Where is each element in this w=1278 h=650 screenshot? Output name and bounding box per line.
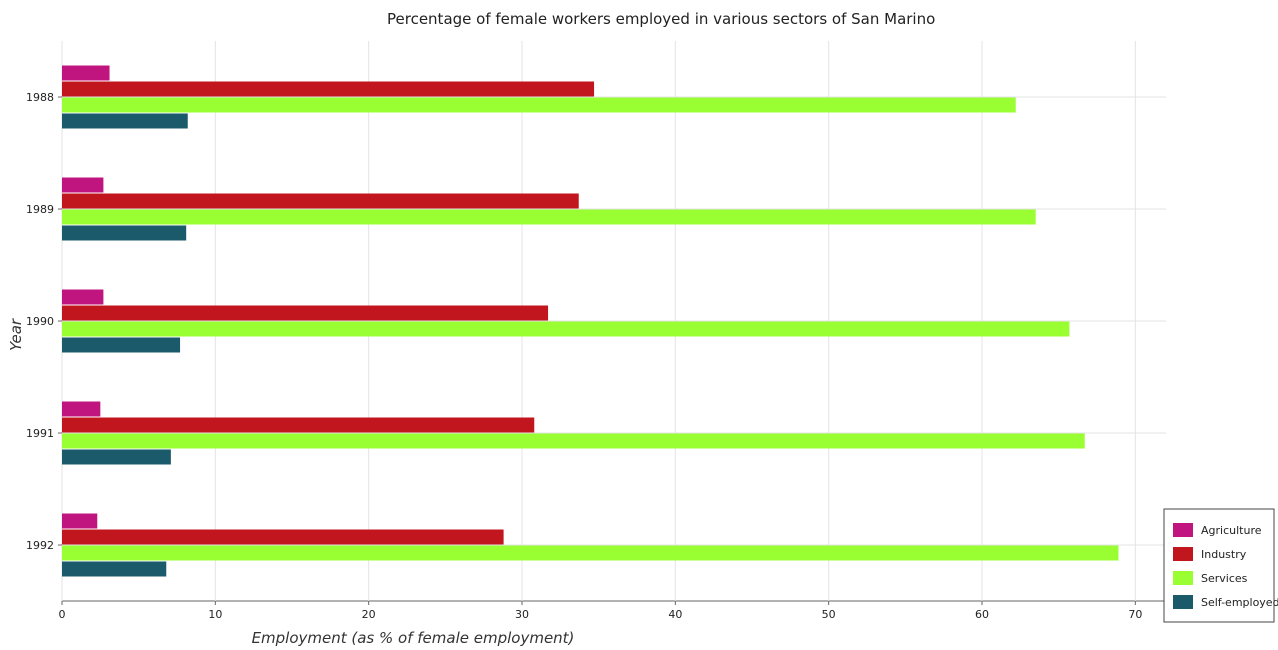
y-tick-label: 1988 [26, 91, 54, 104]
bar-services-1992 [62, 545, 1119, 561]
bar-self-employed-1991 [62, 449, 171, 465]
bar-industry-1988 [62, 81, 595, 97]
bars [62, 65, 1119, 577]
x-tick-label: 40 [668, 608, 682, 621]
y-tick-label: 1990 [26, 315, 54, 328]
x-tick-label: 50 [822, 608, 836, 621]
bar-agriculture-1989 [62, 177, 104, 193]
bar-industry-1992 [62, 529, 504, 545]
legend-label: Services [1201, 572, 1248, 585]
y-tick-label: 1992 [26, 539, 54, 552]
x-tick-label: 0 [59, 608, 66, 621]
bar-self-employed-1988 [62, 113, 188, 129]
bar-services-1991 [62, 433, 1085, 449]
legend-swatch-agriculture [1173, 523, 1193, 537]
y-tick-label: 1991 [26, 427, 54, 440]
bar-industry-1991 [62, 417, 535, 433]
bar-agriculture-1991 [62, 401, 101, 417]
legend-label: Industry [1201, 548, 1247, 561]
bar-self-employed-1990 [62, 337, 181, 353]
y-tick-label: 1989 [26, 203, 54, 216]
x-axis-ticks: 0 10 20 30 40 50 60 70 [59, 601, 1142, 621]
legend: Agriculture Industry Services Self-employed [1163, 508, 1278, 623]
bar-agriculture-1988 [62, 65, 110, 81]
bar-industry-1989 [62, 193, 579, 209]
legend-swatch-industry [1173, 547, 1193, 561]
bar-services-1989 [62, 209, 1036, 225]
x-tick-label: 10 [208, 608, 222, 621]
chart-title: Percentage of female workers employed in… [387, 10, 935, 28]
legend-label: Agriculture [1201, 524, 1262, 537]
x-tick-label: 70 [1128, 608, 1142, 621]
y-axis-ticks: 1988 1989 1990 1991 1992 [26, 91, 62, 552]
legend-swatch-services [1173, 571, 1193, 585]
x-tick-label: 30 [515, 608, 529, 621]
bar-agriculture-1992 [62, 513, 98, 529]
bar-self-employed-1989 [62, 225, 187, 241]
x-tick-label: 20 [362, 608, 376, 621]
bar-services-1990 [62, 321, 1070, 337]
y-axis-label: Year [7, 318, 25, 351]
legend-swatch-self-employed [1173, 595, 1193, 609]
x-tick-label: 60 [975, 608, 989, 621]
bar-agriculture-1990 [62, 289, 104, 305]
bar-services-1988 [62, 97, 1016, 113]
legend-label: Self-employed [1201, 596, 1278, 609]
bar-industry-1990 [62, 305, 549, 321]
bar-self-employed-1992 [62, 561, 167, 577]
x-axis-label: Employment (as % of female employment) [252, 629, 575, 647]
gridlines [61, 41, 1166, 601]
